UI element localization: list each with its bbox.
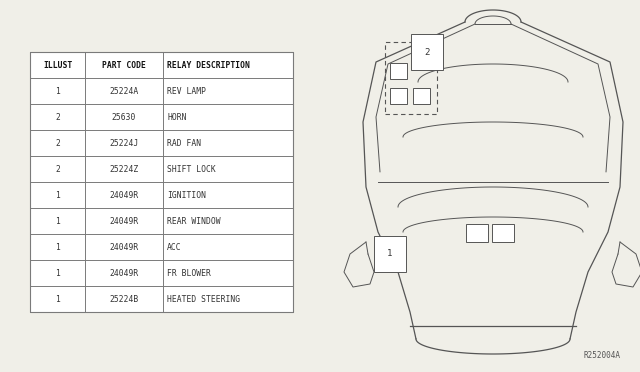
Text: 2: 2 (55, 164, 60, 173)
Text: 1: 1 (55, 87, 60, 96)
Text: REAR WINDOW: REAR WINDOW (167, 217, 221, 225)
Bar (390, 63, 407, 79)
Text: HEATED STEERING: HEATED STEERING (167, 295, 240, 304)
Text: PART CODE: PART CODE (102, 61, 146, 70)
Text: 25630: 25630 (112, 112, 136, 122)
Text: SHIFT LOCK: SHIFT LOCK (167, 164, 216, 173)
Text: 1: 1 (387, 250, 393, 259)
Text: 1: 1 (55, 243, 60, 251)
Text: 24049R: 24049R (109, 269, 139, 278)
Text: 2: 2 (55, 112, 60, 122)
Text: 25224A: 25224A (109, 87, 139, 96)
Text: ILLUST: ILLUST (43, 61, 72, 70)
Text: 1: 1 (55, 190, 60, 199)
Text: 1: 1 (55, 217, 60, 225)
Text: RELAY DESCRIPTION: RELAY DESCRIPTION (167, 61, 250, 70)
Text: 2: 2 (424, 48, 429, 57)
Text: 1: 1 (55, 295, 60, 304)
Text: REV LAMP: REV LAMP (167, 87, 206, 96)
Text: FR BLOWER: FR BLOWER (167, 269, 211, 278)
Text: 24049R: 24049R (109, 243, 139, 251)
Text: 24049R: 24049R (109, 217, 139, 225)
Text: 1: 1 (55, 269, 60, 278)
Bar (466, 224, 488, 242)
Text: 25224Z: 25224Z (109, 164, 139, 173)
Text: 25224B: 25224B (109, 295, 139, 304)
Text: 2: 2 (55, 138, 60, 148)
Bar (413, 88, 430, 104)
Text: 25224J: 25224J (109, 138, 139, 148)
Text: IGNITION: IGNITION (167, 190, 206, 199)
Text: RAD FAN: RAD FAN (167, 138, 201, 148)
Text: ACC: ACC (167, 243, 182, 251)
Bar (390, 88, 407, 104)
Text: 24049R: 24049R (109, 190, 139, 199)
Bar (30, 52, 293, 312)
Text: HORN: HORN (167, 112, 186, 122)
Text: R252004A: R252004A (583, 351, 620, 360)
Bar (385, 42, 437, 114)
Bar (492, 224, 514, 242)
